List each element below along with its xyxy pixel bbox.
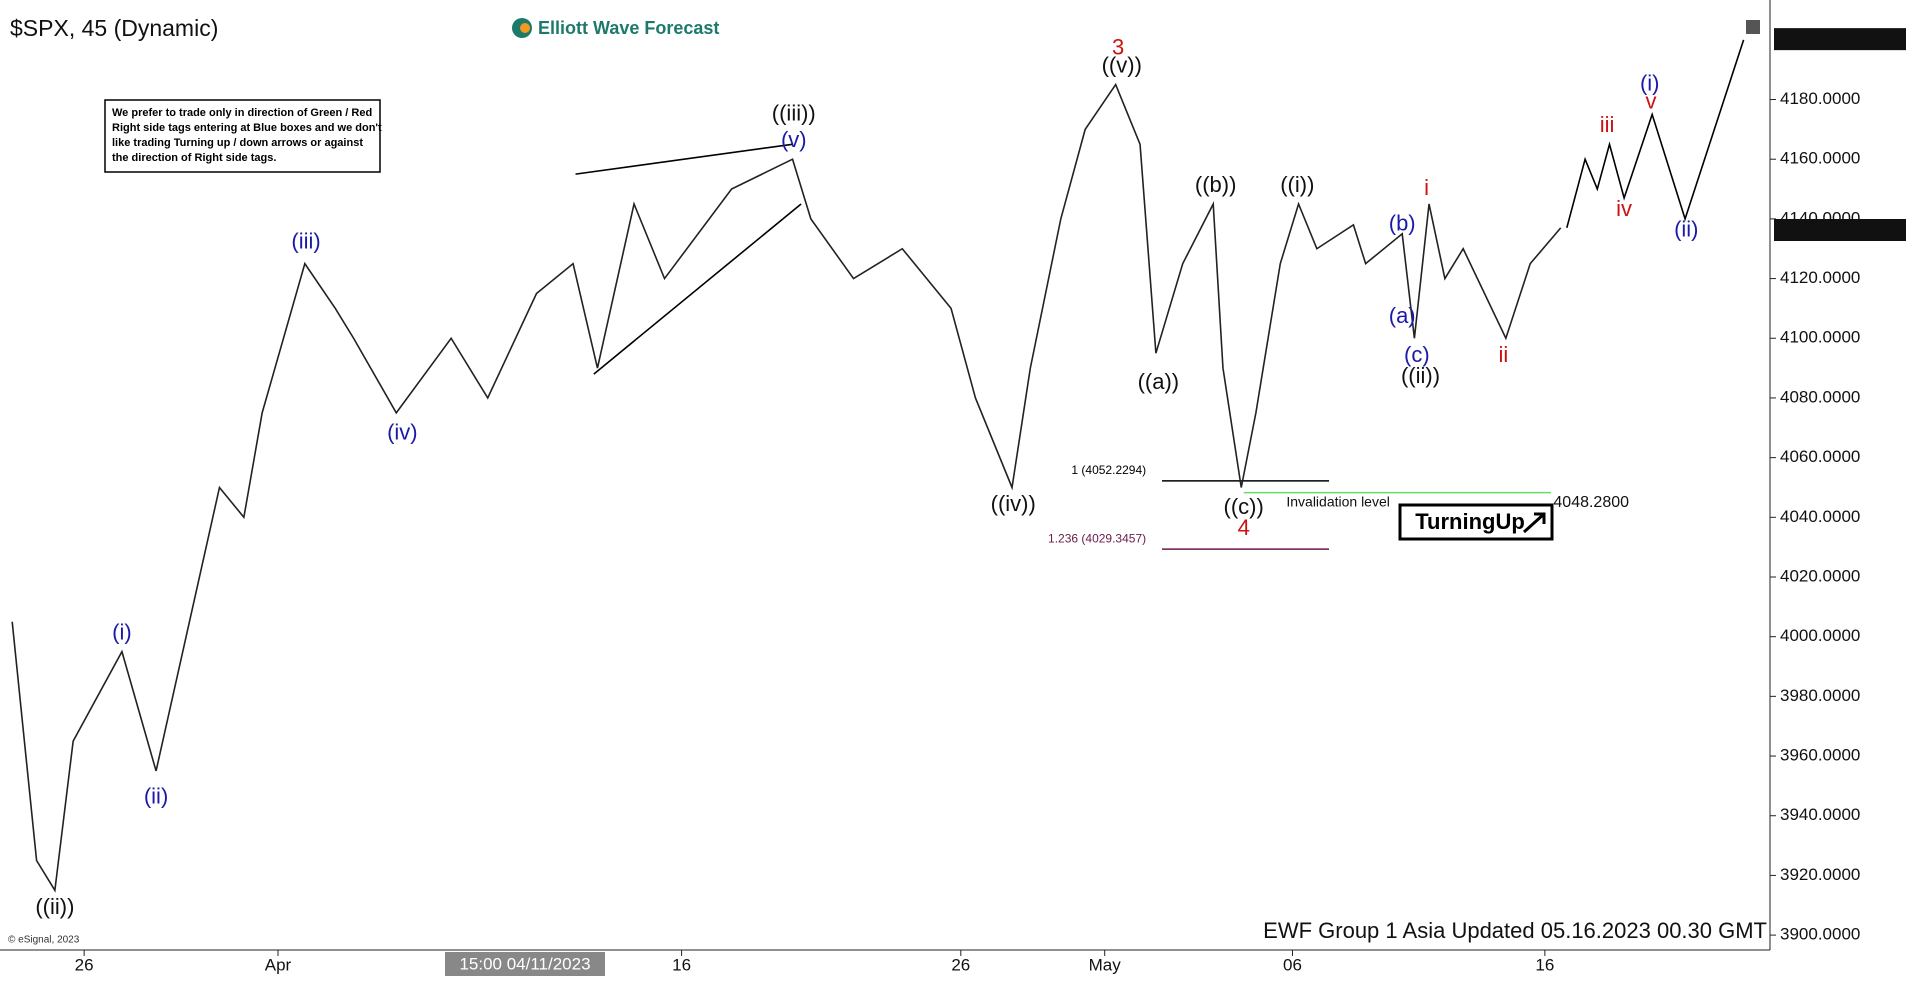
wave-label: ((i)) <box>1280 172 1314 197</box>
wave-label: (a) <box>1389 303 1416 328</box>
wave-label: (iv) <box>387 420 418 445</box>
wave-label: (i) <box>112 620 132 645</box>
wave-label: ((v)) <box>1102 53 1142 78</box>
wave-label: 4 <box>1238 515 1250 540</box>
wave-label: v <box>1645 88 1656 113</box>
wave-label: ii <box>1499 342 1509 367</box>
copyright: © eSignal, 2023 <box>8 935 80 946</box>
y-tick-label: 4160.0000 <box>1780 149 1860 168</box>
wave-label: iv <box>1616 196 1632 221</box>
cursor-label: 15:00 04/11/2023 <box>459 954 590 973</box>
wave-label: (ii) <box>1674 217 1698 242</box>
x-tick-label: 26 <box>951 955 970 974</box>
price-line <box>575 143 793 175</box>
y-tick-label: 4100.0000 <box>1780 328 1860 347</box>
y-tick-label: 4060.0000 <box>1780 447 1860 466</box>
signal-arrow <box>1522 512 1546 534</box>
wave-label: (ii) <box>144 784 168 809</box>
y-tick-label: 4020.0000 <box>1780 566 1860 585</box>
wave-label: ((iv)) <box>991 491 1036 516</box>
price-tag <box>1774 28 1906 51</box>
y-tick-label: 3980.0000 <box>1780 686 1860 705</box>
y-tick-label: 3900.0000 <box>1780 925 1860 944</box>
invalidation-label: 4048.2800 <box>1553 494 1629 511</box>
price-line <box>11 82 1562 893</box>
disclaimer-line: We prefer to trade only in direction of … <box>112 107 372 119</box>
wave-label: (iii) <box>291 229 320 254</box>
wave-label: (c) <box>1404 342 1430 367</box>
chart-title: $SPX, 45 (Dynamic) <box>10 15 218 41</box>
wave-label: ((ii)) <box>35 894 74 919</box>
price-line <box>593 203 802 375</box>
signal-box <box>1398 503 1554 541</box>
fib-label: 1 (4052.2294) <box>1071 463 1146 477</box>
wave-label: i <box>1424 175 1429 200</box>
price-tag-label: 4136.2800 <box>1780 219 1860 238</box>
wave-label: (b) <box>1389 211 1416 236</box>
x-tick-label: Apr <box>265 955 292 974</box>
y-tick-label: 3960.0000 <box>1780 746 1860 765</box>
wave-label: iii <box>1600 112 1615 137</box>
window-button[interactable] <box>1746 20 1760 34</box>
y-tick-label: 4120.0000 <box>1780 268 1860 287</box>
x-tick-label: May <box>1089 955 1122 974</box>
wave-label: ((c)) <box>1224 494 1264 519</box>
price-tag <box>1774 218 1906 241</box>
wave-label: ((ii)) <box>1401 363 1440 388</box>
brand: Elliott Wave Forecast <box>538 18 719 38</box>
disclaimer-line: Right side tags entering at Blue boxes a… <box>112 122 382 134</box>
price-tag-label: 4200.2334 <box>1780 29 1861 48</box>
wave-label: ((iii)) <box>772 100 816 125</box>
disclaimer: We prefer to trade only in direction of … <box>112 107 382 164</box>
signal: TurningUp <box>1415 509 1525 534</box>
wave-label: (i) <box>1640 70 1660 95</box>
y-tick-label: 4040.0000 <box>1780 507 1860 526</box>
wave-label: (v) <box>781 127 807 152</box>
y-tick-label: 3920.0000 <box>1780 865 1860 884</box>
y-tick-label: 4000.0000 <box>1780 626 1860 645</box>
wave-label: 3 <box>1112 35 1124 60</box>
y-tick-label: 4180.0000 <box>1780 89 1860 108</box>
disclaimer-line: the direction of Right side tags. <box>112 152 276 164</box>
y-tick-label: 4080.0000 <box>1780 387 1860 406</box>
disclaimer-line: like trading Turning up / down arrows or… <box>112 137 363 149</box>
price-line <box>1566 39 1745 229</box>
footer: EWF Group 1 Asia Updated 05.16.2023 00.3… <box>1263 918 1767 943</box>
invalidation-text: Invalidation level <box>1286 493 1390 509</box>
y-tick-label: 3940.0000 <box>1780 805 1860 824</box>
x-tick-label: 06 <box>1283 955 1302 974</box>
x-tick-label: 16 <box>1535 955 1554 974</box>
cursor-box <box>445 952 605 976</box>
wave-label: ((b)) <box>1195 172 1237 197</box>
fib-label: 1.236 (4029.3457) <box>1048 531 1146 545</box>
logo-icon <box>520 23 530 33</box>
x-tick-label: 16 <box>672 955 691 974</box>
disclaimer-box <box>104 99 381 173</box>
x-tick-label: 26 <box>75 955 94 974</box>
wave-label: ((a)) <box>1138 369 1180 394</box>
